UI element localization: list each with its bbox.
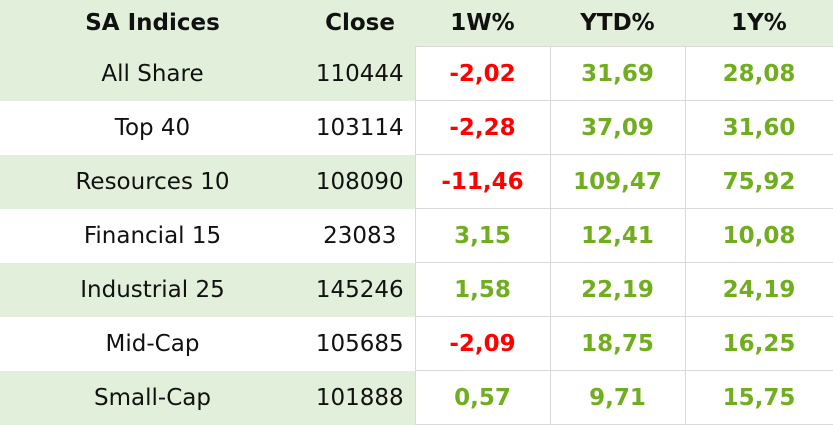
index-name: Mid-Cap bbox=[105, 330, 200, 357]
header-cell: 1Y% bbox=[685, 0, 833, 47]
close-value: 101888 bbox=[305, 370, 415, 425]
index-name: Financial 15 bbox=[83, 222, 222, 249]
percent-change: 0,57 bbox=[414, 370, 551, 425]
percent-change: 10,08 bbox=[684, 208, 833, 263]
table-row: All Share 110444 -2,02 31,69 28,08 bbox=[0, 46, 833, 101]
percent-change: -2,09 bbox=[414, 316, 551, 371]
header-cell: YTD% bbox=[550, 0, 685, 47]
percent-change: 109,47 bbox=[549, 154, 686, 209]
table-row: Mid-Cap 105685 -2,09 18,75 16,25 bbox=[0, 316, 833, 371]
index-name: Resources 10 bbox=[0, 154, 305, 209]
percent-change: 22,19 bbox=[549, 262, 686, 317]
table-row: Industrial 25 145246 1,58 22,19 24,19 bbox=[0, 262, 833, 317]
percent-change: 24,19 bbox=[684, 262, 833, 317]
percent-change: 12,41 bbox=[549, 208, 686, 263]
table-body: All Share 110444 -2,02 31,69 28,08 Top 40 1031… bbox=[0, 46, 833, 425]
table-row: Small-Cap 101888 0,57 9,71 15,75 bbox=[0, 370, 833, 425]
close-value: 108090 bbox=[305, 154, 415, 209]
table-row: Financial 15 23083 3,15 12,41 10,08 bbox=[0, 208, 833, 263]
table-row: Resources 10 108090 -11,46 109,47 75,92 bbox=[0, 154, 833, 209]
percent-change: 16,25 bbox=[684, 316, 833, 371]
index-name: Small-Cap bbox=[0, 370, 305, 425]
percent-change: -2,02 bbox=[414, 46, 551, 101]
percent-change: 31,69 bbox=[549, 46, 686, 101]
table-row: Top 40 103114 -2,28 37,09 31,60 bbox=[0, 100, 833, 155]
header-row: SA Indices Close 1W% YTD% 1Y% bbox=[0, 0, 833, 47]
percent-change: 9,71 bbox=[549, 370, 686, 425]
percent-change: 3,15 bbox=[414, 208, 551, 263]
close-value: 105685 bbox=[315, 330, 404, 357]
header-cell: SA Indices bbox=[0, 0, 305, 47]
percent-change: 37,09 bbox=[549, 100, 686, 155]
percent-change: 18,75 bbox=[549, 316, 686, 371]
header-cell: 1W% bbox=[415, 0, 550, 47]
percent-change: 28,08 bbox=[684, 46, 833, 101]
index-name: Top 40 bbox=[114, 114, 191, 141]
percent-change: -11,46 bbox=[414, 154, 551, 209]
index-name: All Share bbox=[0, 46, 305, 101]
index-name: Industrial 25 bbox=[0, 262, 305, 317]
percent-change: 15,75 bbox=[684, 370, 833, 425]
percent-change: 1,58 bbox=[414, 262, 551, 317]
percent-change: 31,60 bbox=[684, 100, 833, 155]
close-value: 145246 bbox=[305, 262, 415, 317]
close-value: 103114 bbox=[315, 114, 404, 141]
close-value: 110444 bbox=[305, 46, 415, 101]
percent-change: 75,92 bbox=[684, 154, 833, 209]
header-cell: Close bbox=[305, 0, 415, 47]
close-value: 23083 bbox=[323, 222, 397, 249]
percent-change: -2,28 bbox=[414, 100, 551, 155]
